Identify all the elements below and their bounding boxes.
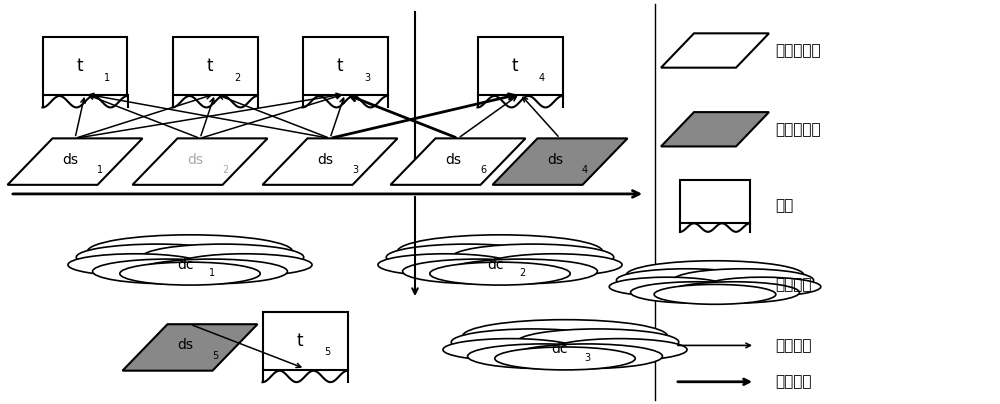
Text: ds: ds <box>177 339 193 352</box>
Ellipse shape <box>517 329 679 356</box>
Ellipse shape <box>87 235 293 268</box>
Ellipse shape <box>451 329 613 356</box>
Bar <box>680 180 750 223</box>
Text: 1: 1 <box>104 73 110 83</box>
Polygon shape <box>123 324 258 371</box>
Ellipse shape <box>76 244 238 271</box>
Ellipse shape <box>93 259 244 284</box>
Text: 隐私数据集: 隐私数据集 <box>775 122 821 137</box>
Text: 5: 5 <box>212 351 218 360</box>
Bar <box>302 38 388 95</box>
Polygon shape <box>262 138 398 185</box>
Ellipse shape <box>386 244 548 271</box>
Text: 2: 2 <box>519 268 525 278</box>
Ellipse shape <box>397 235 603 268</box>
Text: 4: 4 <box>539 73 545 83</box>
Text: 3: 3 <box>352 165 358 175</box>
Bar <box>262 312 348 370</box>
Ellipse shape <box>452 244 614 271</box>
Ellipse shape <box>68 254 203 276</box>
Text: 2: 2 <box>234 73 240 83</box>
Text: 任务: 任务 <box>775 198 793 214</box>
Text: ds: ds <box>187 153 203 166</box>
Bar <box>42 38 128 95</box>
Ellipse shape <box>177 254 312 276</box>
Text: t: t <box>207 57 213 76</box>
Ellipse shape <box>609 277 726 296</box>
Text: 6: 6 <box>480 165 486 175</box>
Text: 3: 3 <box>584 353 590 362</box>
Text: t: t <box>512 57 518 76</box>
Ellipse shape <box>468 344 619 368</box>
Text: t: t <box>297 332 303 350</box>
Ellipse shape <box>552 339 687 361</box>
Ellipse shape <box>142 244 304 271</box>
Text: 2: 2 <box>222 165 228 175</box>
Polygon shape <box>133 138 268 185</box>
Text: t: t <box>77 57 83 76</box>
Ellipse shape <box>511 344 662 368</box>
Text: 数据传输: 数据传输 <box>775 374 812 389</box>
Text: 数据中心: 数据中心 <box>775 277 812 292</box>
Ellipse shape <box>462 320 668 353</box>
Ellipse shape <box>495 347 635 370</box>
Polygon shape <box>492 138 628 185</box>
Text: 1: 1 <box>209 268 215 278</box>
Polygon shape <box>390 138 526 185</box>
Text: 4: 4 <box>582 165 588 175</box>
Text: ds: ds <box>445 153 461 166</box>
Ellipse shape <box>443 339 578 361</box>
Ellipse shape <box>120 262 260 285</box>
Ellipse shape <box>668 282 799 303</box>
Ellipse shape <box>378 254 513 276</box>
Text: 公有数据集: 公有数据集 <box>775 43 821 58</box>
Ellipse shape <box>626 261 804 290</box>
Text: dc: dc <box>487 258 503 271</box>
Text: 3: 3 <box>364 73 370 83</box>
Text: ds: ds <box>317 153 333 166</box>
Text: ds: ds <box>62 153 78 166</box>
Text: dc: dc <box>552 343 568 356</box>
Ellipse shape <box>704 277 821 296</box>
Polygon shape <box>661 112 769 146</box>
Ellipse shape <box>403 259 554 284</box>
Bar <box>173 38 258 95</box>
Ellipse shape <box>654 284 776 304</box>
Ellipse shape <box>446 259 597 284</box>
Ellipse shape <box>616 269 757 292</box>
Polygon shape <box>8 138 143 185</box>
Text: 1: 1 <box>97 165 103 175</box>
Text: t: t <box>337 57 343 76</box>
Bar <box>478 38 562 95</box>
Text: 5: 5 <box>324 347 330 358</box>
Ellipse shape <box>673 269 814 292</box>
Ellipse shape <box>136 259 287 284</box>
Polygon shape <box>661 33 769 67</box>
Text: 数据依赖: 数据依赖 <box>775 338 812 353</box>
Ellipse shape <box>487 254 622 276</box>
Ellipse shape <box>430 262 570 285</box>
Ellipse shape <box>631 282 762 303</box>
Text: ds: ds <box>547 153 563 166</box>
Text: dc: dc <box>177 258 193 271</box>
